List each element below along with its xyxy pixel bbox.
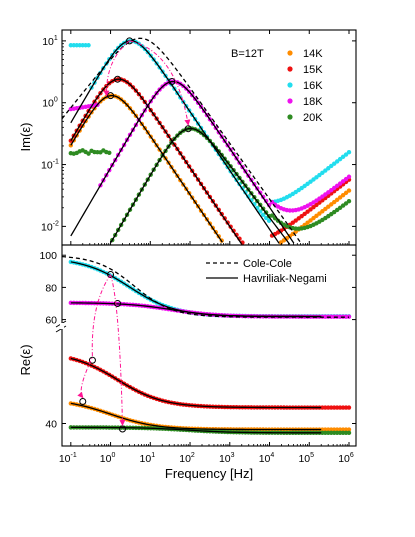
x-axis-label: Frequency [Hz] <box>165 466 253 481</box>
im-data-point <box>340 192 346 198</box>
im-data-point <box>337 156 343 162</box>
im-data-point <box>107 150 112 155</box>
x-tick-label: 102 <box>179 452 195 465</box>
x-tick-label: 101 <box>140 452 156 465</box>
im-data-point <box>340 154 346 160</box>
bottom-y-tick-label: 80 <box>45 282 57 294</box>
im-data-point <box>346 150 352 155</box>
hn-fit-re <box>70 402 322 431</box>
legend-marker-15K <box>287 66 293 72</box>
im-data-point <box>320 209 325 214</box>
im-data-point <box>311 215 316 221</box>
im-data-point <box>317 211 322 216</box>
im-data-point <box>346 174 352 179</box>
fit-legend: Cole-Cole Havriliak-Negami <box>206 258 327 285</box>
im-data-point <box>343 152 349 157</box>
im-data-point <box>258 209 263 214</box>
bottom-y-tick-label: 40 <box>45 419 57 431</box>
peak-marker <box>168 78 176 86</box>
hn-fit-im <box>70 94 223 243</box>
x-tick-label: 104 <box>259 452 275 465</box>
legend-marker-14K <box>287 50 293 56</box>
peak-marker <box>114 75 122 83</box>
x-tick-label: 103 <box>219 452 235 465</box>
hn-fit-im <box>70 80 295 244</box>
im-data-point <box>332 161 337 166</box>
x-tick-label: 100 <box>100 452 116 465</box>
peak-marker <box>126 37 134 45</box>
top-y-tick-label: 101 <box>42 35 58 48</box>
hn-fit-re <box>70 426 322 434</box>
im-data-point <box>314 213 319 219</box>
im-data-point <box>329 163 334 169</box>
inflection-marker <box>114 299 122 307</box>
im-data-point <box>329 202 334 207</box>
hn-fit-re <box>70 261 322 318</box>
top-y-axis-label: Im(ε) <box>18 123 33 152</box>
im-data-point <box>346 188 352 193</box>
peak-shift-arrow <box>103 40 130 97</box>
legend-label-16K: 16K <box>303 80 323 92</box>
inflection-marker <box>119 425 127 433</box>
bottom-y-tick-label: 100 <box>39 250 57 262</box>
inflection-shift-arrow <box>110 274 126 426</box>
top-y-tick-label: 10-2 <box>41 220 59 233</box>
im-data-point <box>314 202 319 208</box>
im-data-point <box>332 199 337 205</box>
legend-marker-16K <box>287 82 293 88</box>
hn-fit-im <box>70 78 242 244</box>
axis-break-gap <box>60 323 64 329</box>
inflection-marker <box>79 398 87 405</box>
hn-fit-re <box>70 357 322 409</box>
im-data-point <box>86 151 91 156</box>
hn-fit-im <box>110 127 291 245</box>
inflection-marker <box>88 356 96 364</box>
im-data-point <box>260 212 266 218</box>
im-data-point <box>334 159 340 164</box>
im-data-point <box>334 197 340 202</box>
top-y-tick-label: 10-1 <box>41 159 59 172</box>
legend-label-18K: 18K <box>303 96 323 108</box>
legend-label-20K: 20K <box>303 112 323 124</box>
im-data-point <box>337 195 343 200</box>
inflection-shift-arrow <box>77 274 111 399</box>
im-data-point <box>343 190 349 196</box>
axes-ticks: 10-1 100 101 102 103 104 105 106 10-2 10-1 100 101 4… <box>39 30 356 465</box>
cole-cole-fit-re <box>61 255 350 318</box>
fit-legend-label: Havriliak-Negami <box>243 273 327 285</box>
legend-label-14K: 14K <box>303 48 323 60</box>
im-data-point <box>266 218 272 223</box>
bottom-y-axis-label: Re(ε) <box>18 344 33 375</box>
re-data-point <box>346 427 352 432</box>
field-annotation: B=12T <box>231 48 264 60</box>
top-y-tick-label: 100 <box>42 97 58 110</box>
bottom-y-tick-label: 60 <box>45 315 57 327</box>
peak-shift-arrow <box>129 40 191 126</box>
x-tick-label: 106 <box>338 452 354 465</box>
x-tick-label: 10-1 <box>59 452 77 465</box>
cole-cole-fit-im <box>61 37 302 244</box>
im-data-point <box>308 218 313 223</box>
im-data-point <box>305 220 310 225</box>
im-data-point <box>326 204 331 209</box>
peak-trace-arrows <box>77 37 192 433</box>
legend-marker-20K <box>287 114 293 120</box>
x-tick-label: 105 <box>298 452 314 465</box>
im-data-point <box>86 43 91 48</box>
re-data-point <box>346 405 352 410</box>
im-data-point <box>269 213 275 218</box>
inflection-marker <box>107 271 115 279</box>
fit-legend-label: Cole-Cole <box>243 258 292 270</box>
hn-fit-im <box>70 40 280 244</box>
im-data-point <box>326 166 331 171</box>
legend-label-15K: 15K <box>303 64 323 76</box>
re-data-point <box>346 430 352 436</box>
legend-marker-18K <box>287 98 293 104</box>
peak-marker <box>184 125 192 133</box>
temperature-legend: 14K 15K 16K 18K 20K <box>287 48 323 124</box>
im-data-point <box>323 206 328 212</box>
im-data-point <box>346 198 352 204</box>
